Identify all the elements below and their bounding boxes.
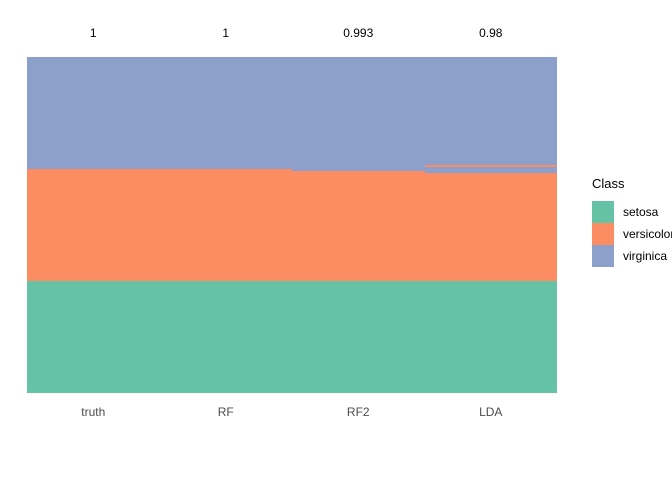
- accuracy-label-row: 1 1 0.993 0.98: [27, 26, 557, 40]
- legend-swatch-virginica: [592, 245, 614, 267]
- bar-column-LDA: [424, 57, 557, 393]
- bar-segment-LDA-virginica: [424, 57, 557, 165]
- legend-key-setosa: setosa: [592, 201, 672, 223]
- bar-segment-RF2-setosa: [292, 280, 425, 393]
- bar-column-truth: [27, 57, 160, 393]
- bar-segment-truth-setosa: [27, 281, 160, 393]
- legend-label-setosa: setosa: [623, 205, 659, 219]
- accuracy-label-RF: 1: [222, 26, 230, 40]
- legend-title: Class: [592, 176, 625, 191]
- bar-segment-LDA-virginica: [424, 166, 557, 174]
- accuracy-label-LDA: 0.98: [479, 26, 503, 40]
- legend: Class setosa versicolor virginica: [592, 176, 672, 267]
- legend-swatch-setosa: [592, 201, 614, 223]
- x-axis-label-row: truth RF RF2 LDA: [27, 405, 557, 419]
- legend-key-versicolor: versicolor: [592, 223, 672, 245]
- bar-column-RF2: [292, 57, 425, 393]
- bar-segment-LDA-setosa: [424, 280, 557, 393]
- chart-panel: [27, 57, 557, 393]
- x-axis-label-LDA: LDA: [479, 405, 503, 419]
- bar-segment-LDA-versicolor: [424, 173, 557, 281]
- accuracy-label-RF2: 0.993: [343, 26, 374, 40]
- legend-label-virginica: virginica: [623, 249, 668, 263]
- bar-segment-RF-versicolor: [159, 169, 292, 281]
- bar-segment-RF2-virginica: [292, 57, 425, 172]
- x-axis-label-RF2: RF2: [346, 405, 370, 419]
- bar-segment-RF-setosa: [159, 281, 292, 393]
- bar-segment-truth-versicolor: [27, 169, 160, 281]
- accuracy-label-truth: 1: [89, 26, 97, 40]
- x-axis-label-RF: RF: [217, 405, 234, 419]
- bar-segment-truth-virginica: [27, 57, 160, 169]
- bar-segment-RF2-versicolor: [292, 171, 425, 281]
- legend-swatch-versicolor: [592, 223, 614, 245]
- x-axis-label-truth: truth: [81, 405, 106, 419]
- legend-label-versicolor: versicolor: [623, 227, 672, 241]
- bar-segment-LDA-versicolor: [424, 164, 557, 167]
- bar-column-RF: [159, 57, 292, 393]
- bar-segment-RF-virginica: [159, 57, 292, 169]
- legend-key-virginica: virginica: [592, 245, 672, 267]
- legend-keys: setosa versicolor virginica: [592, 201, 672, 267]
